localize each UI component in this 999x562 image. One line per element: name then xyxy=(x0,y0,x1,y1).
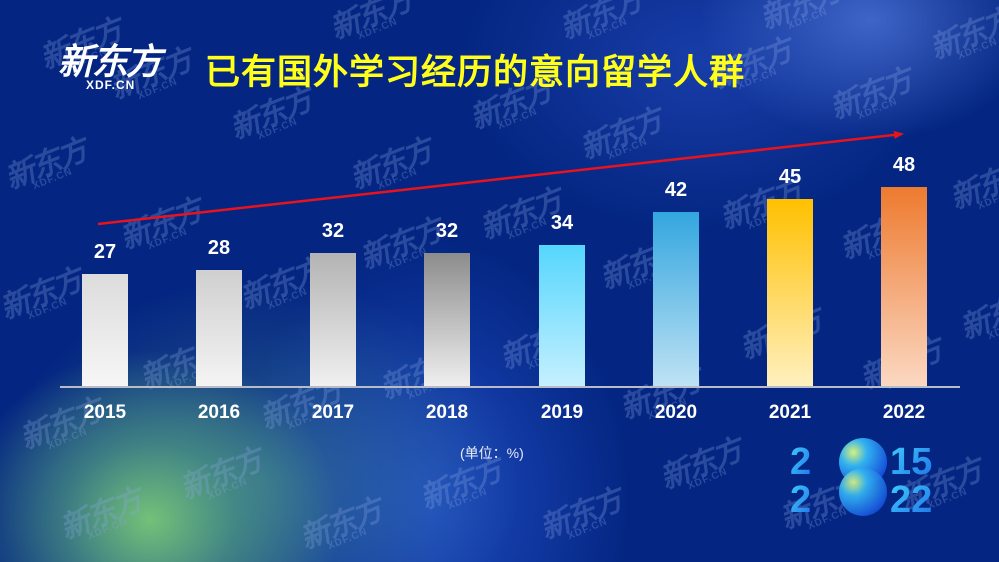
bar-2015 xyxy=(82,274,128,386)
x-axis-tick-label: 2015 xyxy=(83,402,127,423)
x-axis-tick-label: 2022 xyxy=(882,402,926,423)
bar-2022 xyxy=(881,187,927,386)
deco-top-left-digit: 2 xyxy=(790,441,811,483)
unit-label: (单位：%) xyxy=(460,445,524,461)
deco-bottom-left-digit: 2 xyxy=(790,479,811,516)
x-axis-tick-label: 2018 xyxy=(425,402,469,423)
bar-2021 xyxy=(767,199,813,386)
value-label: 34 xyxy=(550,212,574,234)
value-label: 45 xyxy=(778,166,802,188)
logo-english-text: XDF.CN xyxy=(86,78,136,92)
bar-2020 xyxy=(653,212,699,386)
bar-2018 xyxy=(424,253,470,386)
value-label: 28 xyxy=(207,237,231,259)
x-axis-tick-label: 2021 xyxy=(768,402,812,423)
xdf-logo: 新东方 XDF.CN xyxy=(58,41,162,93)
value-label: 32 xyxy=(435,220,459,242)
value-label: 48 xyxy=(892,154,916,176)
x-axis-tick-label: 2020 xyxy=(654,402,698,423)
value-label: 42 xyxy=(664,179,688,201)
ring-bottom-icon xyxy=(839,468,887,516)
value-label: 27 xyxy=(93,241,117,263)
logo-chinese-text: 新东方 xyxy=(58,41,162,82)
deco-bottom-right-digits: 22 xyxy=(890,479,932,516)
bar-2019 xyxy=(539,245,585,386)
x-axis-tick-label: 2016 xyxy=(197,402,241,423)
year-range-decoration: 2 15 2 22 xyxy=(790,438,932,516)
x-axis-line xyxy=(60,386,960,388)
deco-top-right-digits: 15 xyxy=(890,441,932,483)
chart-title: 已有国外学习经历的意向留学人群 xyxy=(205,53,746,92)
x-axis-tick-label: 2017 xyxy=(311,402,355,423)
bar-2017 xyxy=(310,253,356,386)
x-axis-tick-label: 2019 xyxy=(540,402,584,423)
value-label: 32 xyxy=(321,220,345,242)
bar-2016 xyxy=(196,270,242,386)
